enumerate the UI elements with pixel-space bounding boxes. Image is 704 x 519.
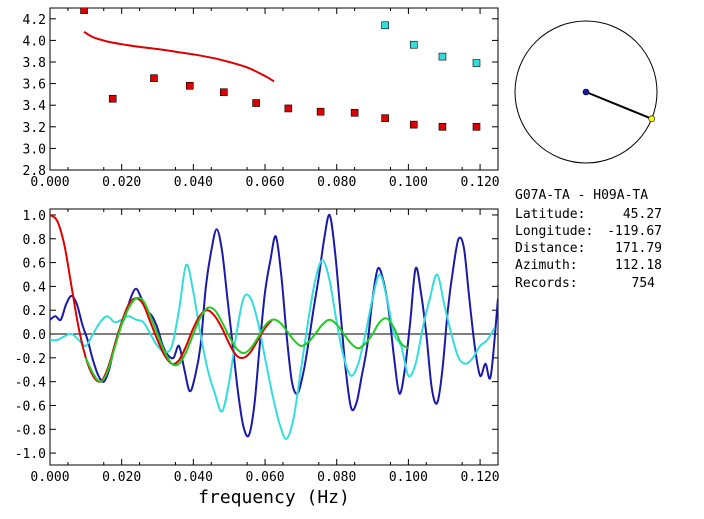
top-series-1-point xyxy=(472,59,481,67)
top-series-0-point xyxy=(252,99,260,107)
top-series-0-point xyxy=(80,8,88,14)
bottom-x-tick-label: 0.040 xyxy=(174,470,213,485)
bottom-x-tick-label: 0.060 xyxy=(245,470,284,485)
top-y-tick-label: 3.2 xyxy=(23,121,46,136)
longitude-value: -119.67 xyxy=(607,224,662,239)
top-series-2-line xyxy=(83,30,275,83)
top-series-0-point xyxy=(150,74,158,82)
bottom-x-tick-label: 0.080 xyxy=(317,470,356,485)
bottom-y-tick-label: -0.4 xyxy=(15,376,46,391)
top-x-tick-label: 0.040 xyxy=(174,175,213,190)
station-pair-title: G07A-TA - H09A-TA xyxy=(515,188,648,203)
top-x-tick-label: 0.120 xyxy=(461,175,500,190)
bottom-y-tick-label: 0.6 xyxy=(23,257,46,272)
top-series-1-point xyxy=(438,52,447,61)
azimuth-label: Azimuth: xyxy=(515,258,578,273)
bottom-series-group xyxy=(50,213,498,440)
bottom-y-tick-label: -1.0 xyxy=(15,447,46,462)
compass-center-dot xyxy=(582,88,590,96)
azimuth-needle xyxy=(582,88,656,123)
top-x-tick-label: 0.100 xyxy=(389,175,428,190)
records-label: Records: xyxy=(515,276,578,291)
records-value: 754 xyxy=(632,276,656,291)
bottom-y-tick-label: 0.8 xyxy=(23,233,46,248)
top-series-1-point xyxy=(409,40,418,49)
bottom-y-tick-label: 0.2 xyxy=(23,304,46,319)
top-plot-ticks: 0.000 0.020 0.040 0.060 0.080 0.100 0.120 2.8 3.… xyxy=(23,8,500,190)
latitude-value: 45.27 xyxy=(623,207,662,222)
top-series-0-point xyxy=(350,108,359,117)
top-series-group xyxy=(80,8,481,131)
bottom-y-tick-label: -0.6 xyxy=(15,399,46,414)
top-series-1-point xyxy=(381,21,389,30)
top-series-0-point xyxy=(185,81,194,90)
top-x-tick-label: 0.000 xyxy=(30,175,69,190)
distance-label: Distance: xyxy=(515,241,585,256)
bottom-y-tick-label: -0.8 xyxy=(15,423,46,438)
bottom-y-tick-label: -0.2 xyxy=(15,352,46,367)
top-plot-area xyxy=(80,8,481,131)
azimuth-compass xyxy=(514,20,658,164)
azimuth-value: 112.18 xyxy=(615,258,662,273)
compass-needle-line xyxy=(585,91,653,120)
latitude-label: Latitude: xyxy=(515,207,585,222)
bottom-x-tick-label: 0.100 xyxy=(389,470,428,485)
top-series-0-point xyxy=(316,107,325,116)
top-x-tick-label: 0.080 xyxy=(317,175,356,190)
top-series-0-point xyxy=(284,104,293,113)
top-y-tick-label: 4.0 xyxy=(23,34,46,49)
top-series-0-point xyxy=(108,94,117,103)
bottom-plot-ticks: 0.000 0.020 0.040 0.060 0.080 0.100 0.120 -1.0 -… xyxy=(15,209,500,485)
top-series-0-point xyxy=(220,88,228,97)
top-y-tick-label: 3.0 xyxy=(23,142,46,157)
top-y-tick-label: 3.4 xyxy=(23,99,47,114)
bottom-y-tick-label: 1.0 xyxy=(23,209,46,224)
top-y-tick-label: 3.8 xyxy=(23,56,46,71)
bottom-x-tick-label: 0.020 xyxy=(102,470,141,485)
bottom-series-2-line xyxy=(50,214,273,383)
top-series-0-point xyxy=(381,114,389,122)
top-x-tick-label: 0.060 xyxy=(245,175,284,190)
bottom-y-tick-label: 0.0 xyxy=(23,328,46,343)
bottom-x-tick-label: 0.120 xyxy=(461,470,500,485)
top-y-tick-label: 4.2 xyxy=(23,13,46,28)
distance-value: 171.79 xyxy=(615,241,662,256)
top-y-tick-label: 3.6 xyxy=(23,78,46,93)
top-x-tick-label: 0.020 xyxy=(102,175,141,190)
top-series-0-point xyxy=(472,123,481,131)
top-series-0-point xyxy=(438,123,447,131)
top-y-tick-label: 2.8 xyxy=(23,164,46,179)
top-series-0-point xyxy=(409,120,418,129)
longitude-label: Longitude: xyxy=(515,224,593,239)
bottom-plot-frame xyxy=(49,208,499,466)
bottom-y-tick-label: 0.4 xyxy=(23,280,47,295)
compass-tip-dot xyxy=(648,115,656,123)
top-plot-frame xyxy=(49,7,499,171)
x-axis-label: frequency (Hz) xyxy=(198,487,350,508)
bottom-plot-area xyxy=(50,213,498,440)
bottom-series-3-line xyxy=(84,296,409,383)
bottom-x-tick-label: 0.000 xyxy=(30,470,69,485)
